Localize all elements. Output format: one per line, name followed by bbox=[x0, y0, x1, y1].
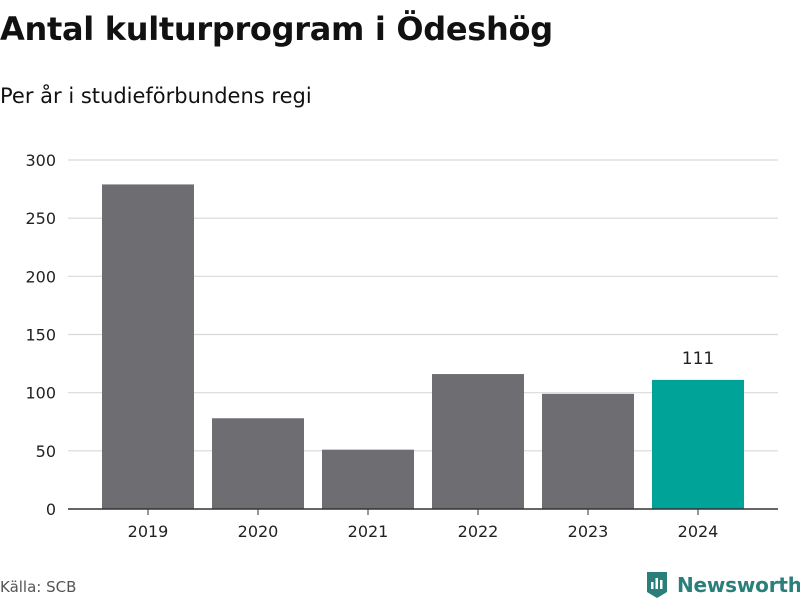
bar-2024 bbox=[652, 379, 744, 509]
brand-logo: Newsworthy bbox=[645, 570, 800, 600]
newsworthy-logo-icon bbox=[647, 572, 667, 598]
x-tick-label: 2021 bbox=[348, 522, 389, 541]
x-tick-label: 2019 bbox=[128, 522, 169, 541]
brand-name: Newsworthy bbox=[677, 573, 800, 597]
bars bbox=[102, 184, 744, 509]
bar-2019 bbox=[102, 184, 194, 509]
x-tick-label: 2024 bbox=[678, 522, 719, 541]
x-tick-label: 2023 bbox=[568, 522, 609, 541]
bar-2020 bbox=[212, 418, 304, 509]
y-tick-label: 50 bbox=[36, 442, 56, 461]
y-tick-label: 100 bbox=[25, 384, 56, 403]
bar-2021 bbox=[322, 449, 414, 509]
data-labels: 111 bbox=[682, 349, 714, 369]
x-tick-label: 2022 bbox=[458, 522, 499, 541]
x-axis-tick-labels: 2019 2020 2021 2022 2023 2024 bbox=[128, 509, 719, 541]
x-tick-label: 2020 bbox=[238, 522, 279, 541]
chart-title: Antal kulturprogram i Ödeshög bbox=[0, 10, 553, 48]
y-tick-label: 150 bbox=[25, 326, 56, 345]
source-note: Källa: SCB bbox=[0, 578, 77, 596]
y-tick-label: 0 bbox=[46, 500, 56, 519]
data-label-2024: 111 bbox=[682, 349, 714, 369]
bar-2023 bbox=[542, 393, 634, 509]
y-tick-label: 200 bbox=[25, 267, 56, 286]
y-tick-label: 300 bbox=[25, 151, 56, 170]
y-tick-label: 250 bbox=[25, 209, 56, 228]
chart-subtitle: Per år i studieförbundens regi bbox=[0, 84, 312, 108]
y-axis-tick-labels: 0 50 100 150 200 250 300 bbox=[25, 151, 56, 519]
bar-2022 bbox=[432, 374, 524, 509]
